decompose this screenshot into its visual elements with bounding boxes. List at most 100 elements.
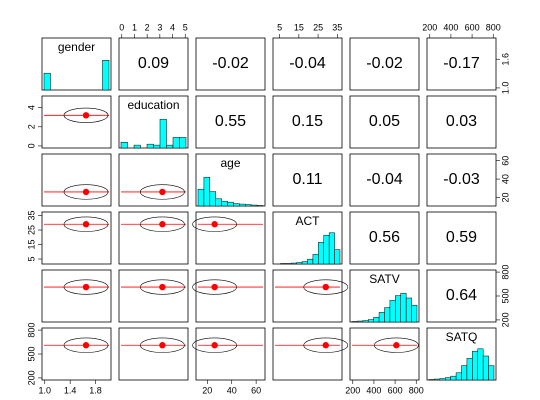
- histogram-bar: [146, 143, 154, 149]
- x-tick-label: 40: [227, 385, 237, 395]
- x-tick-label: 4: [170, 22, 175, 32]
- histogram-bar: [439, 378, 446, 381]
- histogram-bar: [296, 262, 303, 265]
- ellipse: [373, 337, 419, 353]
- ellipse: [140, 216, 185, 232]
- histogram-bar: [450, 375, 457, 381]
- histogram-bar: [482, 355, 489, 381]
- correlation: -0.03: [443, 171, 480, 188]
- histogram-bar: [307, 258, 314, 265]
- correlation: -0.04: [366, 171, 403, 188]
- histogram-bar: [405, 297, 412, 323]
- histogram-bar: [477, 348, 484, 381]
- y-tick-label: 60: [500, 156, 510, 166]
- x-tick-label: 400: [443, 22, 458, 32]
- x-tick-label: 5: [277, 22, 282, 32]
- histogram-bar: [43, 72, 51, 91]
- mean-point: [159, 188, 166, 196]
- y-tick-label: 20: [500, 192, 510, 202]
- panel: [272, 37, 343, 91]
- panel: [349, 211, 420, 265]
- panel: [349, 37, 420, 91]
- mean-point: [159, 221, 166, 228]
- histogram-bar: [133, 144, 141, 149]
- panel: [118, 327, 189, 381]
- histogram-bar: [233, 203, 240, 207]
- mean-point: [322, 283, 329, 291]
- histogram-bar: [197, 188, 205, 207]
- panel: [349, 95, 420, 149]
- histogram-bar: [373, 316, 380, 323]
- ellipse: [63, 337, 109, 353]
- histogram-bar: [153, 144, 161, 149]
- panel: [195, 269, 266, 323]
- variable-name: SATV: [369, 272, 399, 286]
- panel: [195, 95, 266, 149]
- histogram-bar: [172, 137, 180, 149]
- histogram-bar: [215, 198, 222, 207]
- variable-name: education: [127, 98, 179, 112]
- ellipse: [63, 184, 109, 200]
- histogram-bar: [328, 232, 335, 265]
- histogram-bar: [455, 372, 462, 381]
- panel: [349, 327, 420, 381]
- panel: [426, 95, 497, 149]
- panel: [272, 95, 343, 149]
- histogram-bar: [395, 295, 402, 323]
- panel: [426, 37, 497, 91]
- y-tick-label: 800: [26, 323, 36, 338]
- panel: [272, 269, 343, 323]
- variable-name: ACT: [296, 214, 321, 228]
- y-tick-label: 5: [26, 257, 36, 262]
- panel: [426, 211, 497, 265]
- histogram-bar: [159, 118, 167, 149]
- correlation: -0.04: [289, 55, 326, 72]
- histogram-bar: [368, 319, 374, 323]
- correlation: -0.02: [366, 55, 403, 72]
- correlation: 0.09: [138, 55, 169, 72]
- correlation: 0.56: [369, 229, 400, 246]
- x-tick-label: 60: [251, 385, 261, 395]
- x-tick-label: 600: [388, 385, 403, 395]
- mean-point: [211, 342, 218, 349]
- histogram-bar: [291, 262, 297, 265]
- panel: [195, 37, 266, 91]
- ellipse: [140, 184, 185, 200]
- histogram-bar: [466, 358, 473, 381]
- mean-point: [82, 112, 90, 119]
- histogram-bar: [445, 377, 451, 381]
- ellipse: [63, 216, 109, 232]
- x-tick-label: 0: [119, 22, 124, 32]
- correlation: 0.11: [293, 171, 323, 188]
- y-tick-label: 800: [500, 265, 510, 280]
- ellipse: [63, 279, 109, 295]
- correlation: 0.15: [292, 113, 323, 130]
- correlation: 0.05: [369, 113, 400, 130]
- histogram-bar: [221, 200, 228, 207]
- y-tick-label: 35: [26, 211, 36, 221]
- variable-name: SATQ: [446, 330, 478, 344]
- panel: [195, 211, 266, 265]
- histogram-bar: [389, 300, 396, 323]
- histogram-bar: [384, 307, 391, 323]
- ellipse: [303, 337, 349, 353]
- mean-point: [159, 342, 166, 349]
- ellipse: [192, 216, 238, 232]
- ellipse: [140, 279, 185, 295]
- y-tick-label: 1.0: [500, 82, 510, 95]
- y-tick-label: 1.6: [500, 53, 510, 66]
- histogram-bar: [102, 59, 110, 91]
- correlation: 0.64: [446, 287, 477, 304]
- x-tick-label: 2: [145, 22, 150, 32]
- panel: [41, 211, 112, 265]
- panel: [41, 327, 112, 381]
- y-tick-label: 4: [26, 105, 36, 110]
- histogram-bar: [411, 304, 418, 323]
- histogram-bar: [400, 292, 407, 323]
- histogram-bar: [472, 350, 479, 381]
- panel: [118, 37, 189, 91]
- mean-point: [82, 188, 90, 196]
- variable-name: age: [220, 156, 240, 170]
- histogram-bar: [209, 191, 216, 207]
